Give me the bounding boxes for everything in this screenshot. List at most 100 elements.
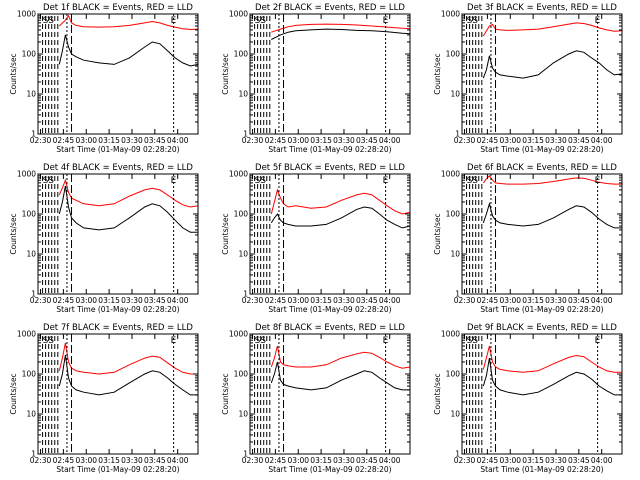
x-tick-label: 04:00 [167,136,189,145]
y-axis-label: Counts/sec [9,53,18,94]
ss-annotation: SS [467,16,479,26]
x-tick-label: 04:00 [591,296,613,305]
panel-det-5f: Det 5f BLACK = Events, RED = LLD SS E 1 10 10… [221,163,411,314]
x-tick-label: 02:30 [30,296,52,305]
x-axis-label: Start Time (01-May-09 02:28:20) [268,145,391,154]
x-tick-label: 03:15 [310,136,332,145]
x-tick-label: 02:30 [454,136,476,145]
y-tick-label: 10 [238,90,248,99]
x-tick-label: 03:15 [98,456,120,465]
x-tick-label: 02:30 [242,136,264,145]
y-tick-label: 1000 [441,10,460,19]
x-axis-label: Start Time (01-May-09 02:28:20) [56,305,179,314]
plot-frame [249,333,411,455]
x-axis-label: Start Time (01-May-09 02:28:20) [480,305,603,314]
x-axis-label: Start Time (01-May-09 02:28:20) [56,465,179,474]
x-tick-label: 03:00 [499,456,521,465]
panel-det-4f: Det 4f BLACK = Events, RED = LLD SS E 1 10 10… [9,163,199,314]
e-annotation: E [595,16,601,26]
x-tick-label: 02:45 [265,136,287,145]
panel-det-7f: Det 7f BLACK = Events, RED = LLD SS E 1 10 10… [9,323,199,474]
lld-series-line [270,345,411,369]
panel-title: Det 7f BLACK = Events, RED = LLD [43,323,193,333]
panel-det-6f: Det 6f BLACK = Events, RED = LLD SS E 1 10 10… [433,163,623,314]
x-tick-label: 04:00 [379,296,401,305]
y-tick-label: 1000 [229,10,248,19]
y-tick-label: 10 [238,410,248,419]
ss-annotation: SS [255,336,267,346]
x-tick-label: 04:00 [591,456,613,465]
x-tick-label: 03:30 [545,136,567,145]
y-tick-label: 100 [234,50,249,59]
y-tick-label: 1000 [17,330,36,339]
plot-frame [249,13,411,135]
x-tick-label: 02:45 [477,136,499,145]
panel-title: Det 2f BLACK = Events, RED = LLD [255,3,405,13]
x-tick-label: 02:30 [454,296,476,305]
ss-annotation: SS [467,336,479,346]
x-tick-label: 02:30 [30,136,52,145]
x-axis-label: Start Time (01-May-09 02:28:20) [480,465,603,474]
events-series-line [270,206,411,229]
panel-title: Det 9f BLACK = Events, RED = LLD [467,323,617,333]
x-tick-label: 03:30 [545,456,567,465]
e-annotation: E [171,336,177,346]
panel-det-8f: Det 8f BLACK = Events, RED = LLD SS E 1 10 10… [221,323,411,474]
x-tick-label: 03:30 [333,136,355,145]
x-tick-label: 03:15 [522,456,544,465]
y-tick-label: 10 [26,410,36,419]
x-axis-label: Start Time (01-May-09 02:28:20) [480,145,603,154]
events-series-line [271,28,411,40]
x-tick-label: 03:30 [333,296,355,305]
y-tick-label: 1000 [17,170,36,179]
y-axis-label: Counts/sec [221,213,230,254]
e-annotation: E [595,176,601,186]
x-tick-label: 02:30 [30,456,52,465]
e-annotation: E [171,16,177,26]
y-axis-label: Counts/sec [433,373,442,414]
lld-series-line [482,175,622,185]
x-tick-label: 02:45 [265,456,287,465]
panel-title: Det 6f BLACK = Events, RED = LLD [467,163,617,173]
lld-series-line [58,342,198,375]
lld-series-line [58,14,199,31]
plot-frame [461,173,623,295]
plot-frame [37,333,199,455]
x-tick-label: 03:15 [98,296,120,305]
x-tick-label: 03:00 [75,136,97,145]
x-tick-label: 02:45 [265,296,287,305]
x-tick-label: 03:15 [310,296,332,305]
x-tick-label: 02:30 [242,296,264,305]
y-axis-label: Counts/sec [433,213,442,254]
y-tick-label: 1 [243,450,248,459]
lld-series-line [482,22,623,37]
y-tick-label: 1000 [229,330,248,339]
x-tick-label: 03:15 [522,296,544,305]
y-tick-label: 10 [450,90,460,99]
x-tick-label: 03:15 [522,136,544,145]
plot-frame [461,13,623,135]
y-tick-label: 100 [446,370,461,379]
e-annotation: E [595,336,601,346]
x-tick-label: 03:45 [144,456,166,465]
y-tick-label: 10 [238,250,248,259]
plot-frame [461,333,623,455]
x-tick-label: 04:00 [167,296,189,305]
events-series-line [482,201,622,229]
y-tick-label: 100 [234,370,249,379]
events-series-line [482,50,623,79]
e-annotation: E [383,336,389,346]
plot-frame [37,13,199,135]
lld-series-line [58,178,199,208]
x-tick-label: 02:45 [53,456,75,465]
panel-title: Det 4f BLACK = Events, RED = LLD [43,163,193,173]
y-tick-label: 100 [22,370,37,379]
x-tick-label: 04:00 [167,456,189,465]
y-tick-label: 10 [450,410,460,419]
ss-annotation: SS [43,336,55,346]
x-axis-label: Start Time (01-May-09 02:28:20) [56,145,179,154]
x-tick-label: 02:30 [242,456,264,465]
x-tick-label: 03:00 [287,296,309,305]
x-tick-label: 03:30 [121,136,143,145]
